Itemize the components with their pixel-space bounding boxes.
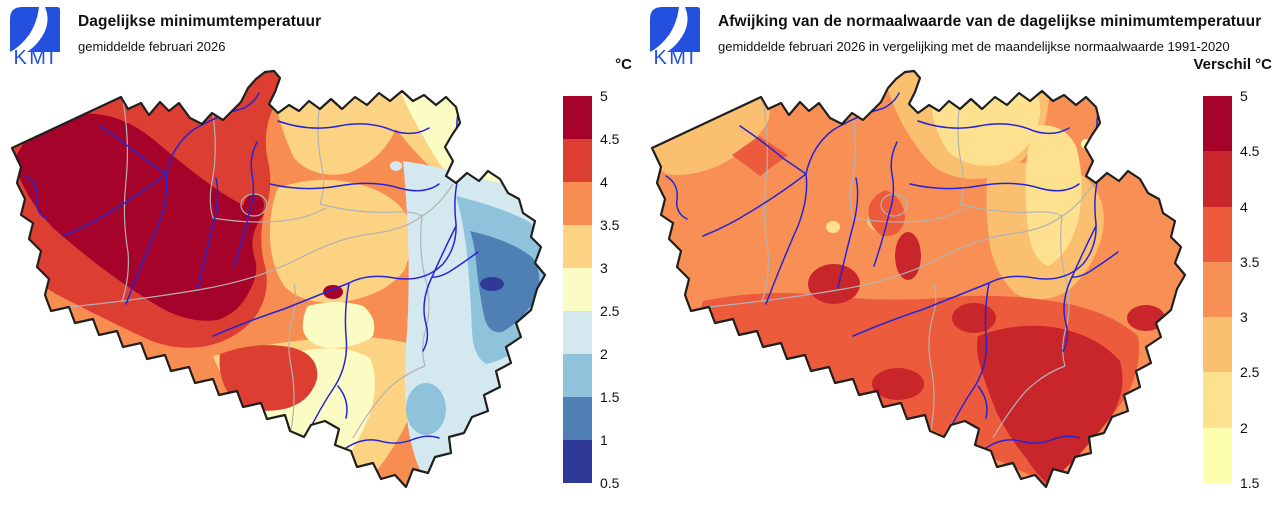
- zone-orange-south-tip-dot: [325, 473, 335, 483]
- zone-darkred-charleroi-blob: [895, 232, 921, 280]
- zone-darkred-west-flanders: [14, 113, 264, 321]
- legend-tick-label: 3.5: [1240, 253, 1260, 270]
- legend-tick-label: 2.5: [600, 303, 620, 319]
- map-minimum-temperature: [10, 69, 547, 489]
- kmi-logo: KMI: [650, 7, 700, 66]
- zone-pale-east-limburg: [1025, 125, 1082, 266]
- legend-swatch: [563, 182, 592, 225]
- kmi-logo-right-shape: [27, 7, 60, 52]
- zone-redorange-flanders-diamond: [732, 136, 788, 176]
- legend-tick-label: 4.5: [600, 131, 620, 147]
- kmi-logo-left-shape: [650, 7, 679, 52]
- legend-swatch: [563, 354, 592, 397]
- zone-darkred-ardennes: [977, 325, 1123, 484]
- legend-tick-label: 2.5: [1240, 364, 1260, 381]
- legend-swatches: [1203, 96, 1232, 483]
- zone-darkred-east-blob: [1127, 305, 1165, 331]
- page-subtitle: gemiddelde februari 2026: [78, 39, 226, 54]
- legend-tick-label: 4: [600, 174, 608, 190]
- zone-pale-dot: [826, 221, 840, 233]
- legend-tick-label: 5: [600, 88, 608, 104]
- zone-darkred-namur-blob: [952, 303, 996, 333]
- legend-ticks: 5 4.5 4 3.5 3 2.5 2 1.5 1 0.5: [600, 89, 640, 490]
- legend-swatch: [563, 96, 592, 139]
- page-subtitle: gemiddelde februari 2026 in vergelijking…: [718, 39, 1230, 54]
- legend-swatch: [1203, 206, 1232, 262]
- zone-navy-coldest-spot: [480, 277, 504, 291]
- map-temperature-anomaly: [650, 69, 1187, 489]
- kmi-logo-left-shape: [10, 7, 39, 52]
- legend-tick-label: 3.5: [600, 216, 620, 233]
- legend-swatch: [563, 397, 592, 440]
- zone-darkred-brussels-dot: [244, 194, 264, 216]
- legend-swatch: [563, 268, 592, 311]
- legend-unit-label: Verschil °C: [1193, 56, 1272, 73]
- zone-darkred-hainaut-blob: [808, 264, 860, 304]
- legend-tick-label: 5: [1240, 88, 1248, 104]
- legend-tick-label: 1: [600, 432, 608, 448]
- zone-redorange-brussels: [868, 190, 905, 237]
- legend-swatch: [563, 139, 592, 182]
- legend-tick-label: 2: [1240, 419, 1248, 436]
- legend-swatch: [563, 311, 592, 354]
- zone-verylight-blue-limburg-dot: [390, 161, 402, 171]
- kmi-logo: KMI: [10, 7, 60, 66]
- legend-swatch: [1203, 261, 1232, 318]
- legend-swatch: [1203, 96, 1232, 152]
- legend-tick-label: 3: [600, 260, 608, 276]
- legend-swatch: [563, 225, 592, 268]
- legend-tick-label: 1.5: [600, 389, 620, 405]
- legend-swatch: [1203, 317, 1232, 373]
- legend-tick-label: 4: [1240, 198, 1248, 215]
- zone-medium-blue-hautes-fagnes: [470, 231, 540, 333]
- color-scale-legend: 5 4.5 4 3.5 3 2.5 2 1.5 1 0.5: [563, 89, 641, 490]
- legend-swatch: [1203, 427, 1232, 483]
- zone-light-blue-ardennes-patch: [406, 383, 446, 435]
- page-title: Afwijking van de normaalwaarde van de da…: [718, 13, 1262, 30]
- zone-light-orange-coast: [652, 97, 770, 175]
- legend-tick-label: 3: [1240, 309, 1248, 326]
- legend-swatch: [1203, 372, 1232, 428]
- kmi-logo-text: KMI: [653, 47, 696, 66]
- color-scale-legend: 5 4.5 4 3.5 3 2.5 2 1.5: [1203, 89, 1280, 490]
- kmi-logo-right-shape: [667, 7, 700, 52]
- legend-ticks: 5 4.5 4 3.5 3 2.5 2 1.5: [1240, 89, 1280, 490]
- page-title: Dagelijkse minimumtemperatuur: [78, 13, 322, 30]
- legend-unit-label: °C: [615, 56, 632, 73]
- kmi-logo-text: KMI: [13, 47, 56, 66]
- legend-swatch: [1203, 151, 1232, 207]
- legend-swatches: [563, 96, 592, 483]
- legend-tick-label: 0.5: [600, 475, 620, 491]
- legend-swatch: [563, 440, 592, 483]
- zone-darkred-charleroi-dot: [323, 285, 343, 299]
- legend-tick-label: 1.5: [1240, 475, 1260, 491]
- legend-tick-label: 4.5: [1240, 143, 1260, 160]
- zone-pale-yellow-center: [302, 302, 375, 348]
- legend-tick-label: 2: [600, 345, 608, 362]
- zone-red-chimay: [219, 345, 318, 411]
- zone-darkred-boot-blob: [872, 368, 924, 400]
